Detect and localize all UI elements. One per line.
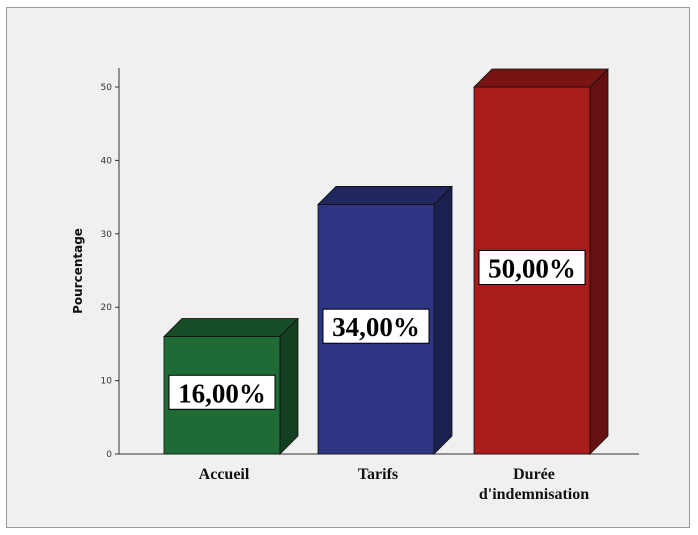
category-label: Accueil — [199, 466, 250, 483]
bar-side — [279, 317, 299, 455]
data-label: 34,00% — [322, 308, 430, 344]
bars: 16,00% 34,00% 50,00% — [163, 68, 609, 455]
data-label: 16,00% — [168, 374, 276, 410]
y-tick-label: 30 — [101, 230, 113, 240]
category-label: Durée d'indemnisation — [479, 466, 589, 503]
bar-2: 34,00% — [317, 185, 453, 455]
y-tick-label: 40 — [101, 156, 113, 166]
data-label-box — [478, 250, 586, 285]
bar-side — [433, 185, 453, 455]
bar-1: 16,00% — [163, 317, 299, 455]
data-label-text: 16,00% — [178, 378, 266, 408]
y-tick-label: 50 — [101, 83, 113, 93]
data-label-box — [168, 374, 276, 410]
y-tick-label: 10 — [101, 377, 113, 387]
category-label: Tarifs — [358, 466, 398, 483]
bar-3: 50,00% — [473, 68, 609, 455]
bar-top — [473, 68, 609, 88]
data-label-text: 34,00% — [332, 312, 420, 342]
data-label-box — [322, 308, 430, 344]
data-label: 50,00% — [478, 250, 586, 285]
bar-chart: 0 10 20 30 40 50 Pourcentage 16,00% 34,00% 50,0… — [71, 68, 639, 503]
y-tick-label: 20 — [101, 303, 113, 313]
category-labels: Accueil Tarifs Durée d'indemnisation — [199, 466, 590, 503]
chart-frame: 0 10 20 30 40 50 Pourcentage 16,00% 34,00% 50,0… — [6, 7, 690, 528]
y-axis-label: Pourcentage — [71, 228, 85, 314]
y-tick-label: 0 — [106, 450, 112, 460]
data-label-text: 50,00% — [488, 254, 576, 284]
bar-top — [163, 318, 299, 337]
bar-top — [317, 186, 453, 205]
bar-side — [589, 68, 609, 455]
